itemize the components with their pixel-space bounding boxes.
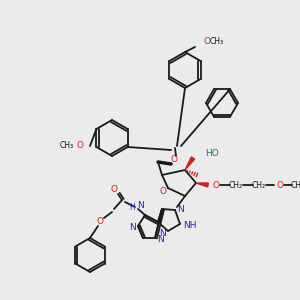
- Text: O: O: [203, 38, 211, 46]
- Text: CH₂: CH₂: [252, 181, 266, 190]
- Text: NH: NH: [183, 221, 197, 230]
- Text: CH₃: CH₃: [291, 181, 300, 190]
- Text: N: N: [129, 224, 135, 232]
- Text: HO: HO: [205, 149, 219, 158]
- Text: O: O: [170, 155, 178, 164]
- Text: CH₂: CH₂: [229, 181, 243, 190]
- Text: O: O: [160, 187, 167, 196]
- Polygon shape: [185, 157, 195, 170]
- Text: N: N: [177, 205, 183, 214]
- Text: O: O: [110, 184, 118, 194]
- Polygon shape: [196, 183, 208, 187]
- Text: N: N: [136, 202, 143, 211]
- Text: H: H: [129, 203, 135, 212]
- Text: O: O: [277, 181, 284, 190]
- Text: N: N: [159, 229, 165, 238]
- Text: O: O: [97, 218, 104, 226]
- Text: O: O: [76, 142, 83, 151]
- Text: O: O: [212, 181, 220, 190]
- Text: CH₃: CH₃: [210, 38, 224, 46]
- Text: N: N: [157, 236, 164, 244]
- Text: CH₃: CH₃: [60, 142, 74, 151]
